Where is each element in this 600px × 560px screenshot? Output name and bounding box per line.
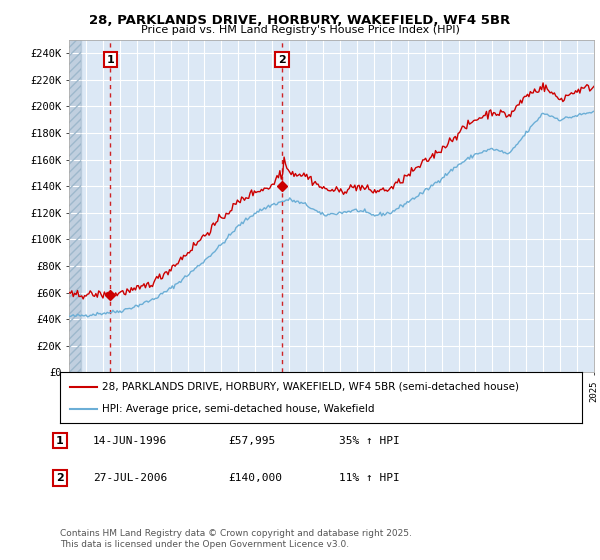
Text: £140,000: £140,000	[228, 473, 282, 483]
Text: 2: 2	[56, 473, 64, 483]
Text: HPI: Average price, semi-detached house, Wakefield: HPI: Average price, semi-detached house,…	[102, 404, 374, 414]
Text: Price paid vs. HM Land Registry's House Price Index (HPI): Price paid vs. HM Land Registry's House …	[140, 25, 460, 35]
Text: 27-JUL-2006: 27-JUL-2006	[93, 473, 167, 483]
Text: £57,995: £57,995	[228, 436, 275, 446]
Bar	[69, 40, 81, 372]
Bar	[69, 40, 81, 372]
Text: 2: 2	[278, 55, 286, 65]
Text: 28, PARKLANDS DRIVE, HORBURY, WAKEFIELD, WF4 5BR: 28, PARKLANDS DRIVE, HORBURY, WAKEFIELD,…	[89, 14, 511, 27]
Text: Contains HM Land Registry data © Crown copyright and database right 2025.
This d: Contains HM Land Registry data © Crown c…	[60, 529, 412, 549]
Text: 14-JUN-1996: 14-JUN-1996	[93, 436, 167, 446]
Text: 11% ↑ HPI: 11% ↑ HPI	[339, 473, 400, 483]
Text: 1: 1	[107, 55, 115, 65]
Text: 1: 1	[56, 436, 64, 446]
Text: 28, PARKLANDS DRIVE, HORBURY, WAKEFIELD, WF4 5BR (semi-detached house): 28, PARKLANDS DRIVE, HORBURY, WAKEFIELD,…	[102, 381, 519, 391]
Text: 35% ↑ HPI: 35% ↑ HPI	[339, 436, 400, 446]
